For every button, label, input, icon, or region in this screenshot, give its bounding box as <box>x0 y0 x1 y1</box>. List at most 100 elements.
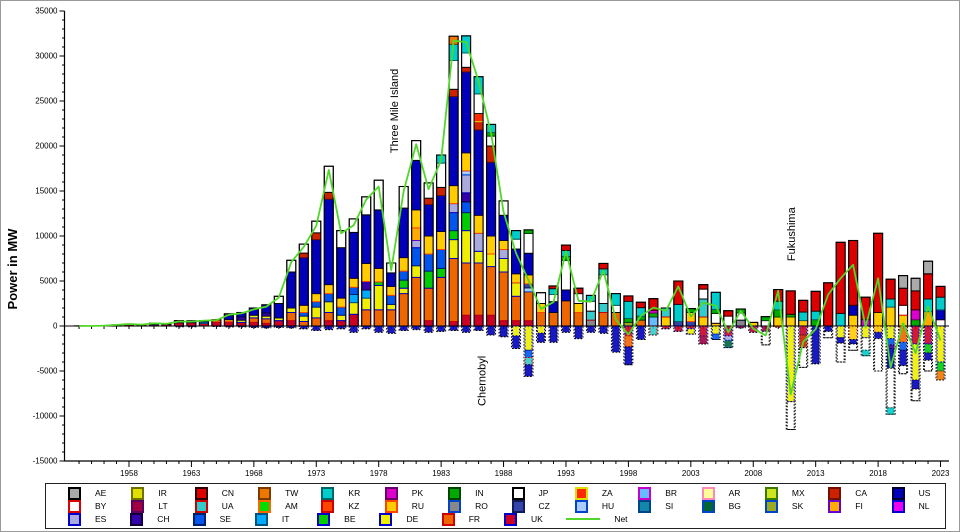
legend-item-za: ZA <box>559 486 622 500</box>
bar-segment-FR-1987 <box>486 266 497 316</box>
retire-segment-US-1984 <box>449 325 458 331</box>
legend-label-ua: UA <box>221 501 234 511</box>
bar-segment-US-1984 <box>448 96 459 187</box>
bar-segment-RU-1983 <box>436 231 447 250</box>
bar-segment-US-1986 <box>473 129 484 216</box>
retire-segment-JP-2015 <box>836 342 845 363</box>
legend-label-by: BY <box>95 501 107 511</box>
legend-swatch-za <box>574 486 588 500</box>
legend-swatch-ro <box>448 499 462 513</box>
bar-segment-DE-1971 <box>286 307 297 313</box>
retire-segment-US-1987 <box>487 325 496 336</box>
retire-segment-US-1986 <box>474 325 483 331</box>
bar-segment-US-1970 <box>273 303 284 319</box>
bar-segment-US-1974 <box>323 198 334 286</box>
bar-segment-BY-2020 <box>898 304 909 316</box>
y-tick-label: -10000 <box>33 412 58 421</box>
bar-segment-US-1981 <box>411 159 422 211</box>
x-tick-label: 2013 <box>807 469 825 478</box>
retire-outline-1965 <box>211 325 222 328</box>
retire-segment-KR-2019 <box>886 407 895 415</box>
bar-segment-RU-1972 <box>298 304 309 313</box>
bar-segment-FR-1986 <box>473 262 484 316</box>
bar-segment-RU-1979 <box>386 285 397 296</box>
retire-segment-JP-2014 <box>824 330 833 339</box>
bar-segment-DE-1984 <box>448 239 459 260</box>
retire-segment-DE-1990 <box>524 325 533 351</box>
retire-outline-2007 <box>735 325 746 329</box>
bar-segment-FR-1990 <box>523 291 534 322</box>
retire-outline-1994 <box>573 325 584 340</box>
bar-segment-RU-1982 <box>423 235 434 255</box>
retire-outline-2006 <box>723 325 734 349</box>
retire-segment-US-1980 <box>399 325 408 331</box>
bar-segment-CN-2020 <box>898 287 909 306</box>
legend-swatch-bg <box>701 499 715 513</box>
bar-segment-UK-1974 <box>323 320 334 327</box>
legend-label-ir: IR <box>158 488 167 498</box>
bar-segment-RU-1975 <box>336 297 347 308</box>
bar-segment-UK-1975 <box>336 320 347 327</box>
retire-outline-2005 <box>710 325 721 340</box>
bar-segment-CN-2021 <box>910 290 921 311</box>
retire-outline-1977 <box>361 325 372 330</box>
retire-outline-2021 <box>910 325 921 402</box>
legend-label-fr: FR <box>468 514 481 524</box>
bar-segment-CN-2006 <box>723 310 734 317</box>
retire-outline-1971 <box>286 325 297 329</box>
bar-segment-SE-1976 <box>348 286 359 295</box>
bar-segment-IN-2021 <box>910 319 921 327</box>
legend-label-kz: KZ <box>348 501 360 511</box>
bar-segment-RU-2018 <box>873 312 884 327</box>
retire-segment-US-1990 <box>524 364 533 377</box>
retire-segment-JP-2022 <box>924 359 933 372</box>
bar-segment-ES-1981 <box>411 240 422 249</box>
bar-segment-ES-1986 <box>473 232 484 252</box>
retire-outline-2003 <box>685 325 696 335</box>
bar-segment-US-1988 <box>498 214 509 242</box>
legend-item-bg: BG <box>686 499 749 513</box>
bar-segment-FR-1988 <box>498 271 509 322</box>
legend-label-pk: PK <box>411 488 424 498</box>
x-tick-label: 1978 <box>370 469 388 478</box>
legend-item-am: AM <box>242 499 305 513</box>
legend-swatch-kr <box>321 486 335 500</box>
legend-item-by: BY <box>52 499 115 513</box>
annotation-three-mile-island: Three Mile Island <box>389 69 401 153</box>
x-tick-label: 2003 <box>682 469 700 478</box>
retire-outline-1998 <box>623 325 634 366</box>
legend-row-1: AE IR CN TW KR PK IN JP ZA BR AR MX CA US <box>52 486 939 500</box>
bar-segment-FI-1981 <box>411 227 422 241</box>
legend-item-ro: RO <box>432 499 495 513</box>
bar-segment-CN-1993 <box>560 244 571 251</box>
legend-item-ch: CH <box>114 512 176 526</box>
bar-segment-FR-1968 <box>248 317 259 323</box>
legend-row-3: ES CH SE IT BE DE FR UK Net <box>52 512 939 526</box>
retire-outline-1984 <box>448 325 459 331</box>
x-tick-label: 1993 <box>557 469 575 478</box>
bar-segment-JP-2005 <box>710 312 721 324</box>
retire-outline-1967 <box>236 325 247 328</box>
legend-swatch-cz <box>511 499 525 513</box>
legend-swatch-by <box>68 499 81 513</box>
legend-label-uk: UK <box>531 514 543 524</box>
bar-segment-UK-1970 <box>273 320 284 327</box>
bar-segment-US-1983 <box>436 195 447 232</box>
legend-swatch-us <box>891 486 905 500</box>
legend-swatch-lt <box>131 499 145 513</box>
bar-segment-FR-1991 <box>536 312 547 327</box>
legend-label-cz: CZ <box>538 501 550 511</box>
bar-segment-CA-1974 <box>323 191 334 200</box>
retire-segment-DE-2005 <box>711 325 720 335</box>
retire-segment-UK-2004 <box>699 325 708 337</box>
retire-segment-RU-2018 <box>874 325 883 333</box>
retire-segment-JP-2017 <box>861 337 870 351</box>
bar-segment-FR-1974 <box>323 312 334 322</box>
legend-swatch-ar <box>701 486 715 500</box>
retire-segment-JP-2018 <box>874 338 883 372</box>
retire-outline-1999 <box>635 325 646 340</box>
bar-segment-US-1976 <box>348 231 359 279</box>
y-tick-label: 35000 <box>35 7 58 16</box>
retire-segment-ES-2006 <box>724 335 733 341</box>
x-tick-label: 1968 <box>245 469 263 478</box>
